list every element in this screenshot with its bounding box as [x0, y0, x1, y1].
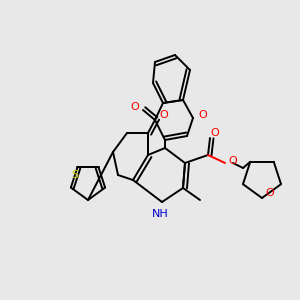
Text: O: O — [130, 102, 140, 112]
Text: O: O — [160, 110, 168, 120]
Text: S: S — [71, 170, 78, 180]
Text: O: O — [211, 128, 219, 138]
Text: O: O — [266, 188, 274, 198]
Text: O: O — [199, 110, 207, 120]
Text: NH: NH — [152, 209, 168, 219]
Text: O: O — [229, 156, 237, 166]
